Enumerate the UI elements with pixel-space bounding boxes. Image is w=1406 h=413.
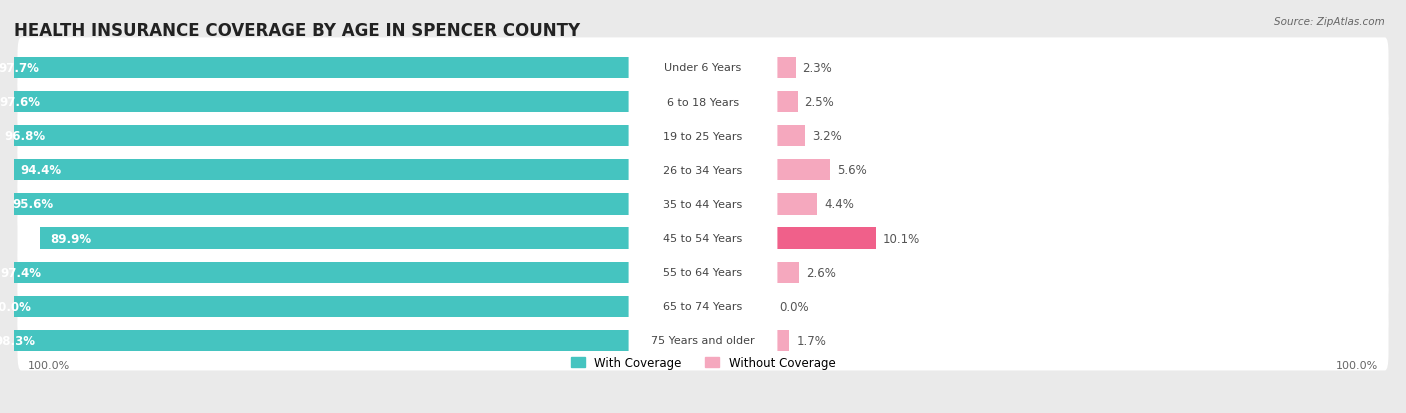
Bar	[10, 160, 634, 181]
Bar	[39, 228, 634, 249]
Text: 4.4%: 4.4%	[824, 198, 853, 211]
Text: 2.6%: 2.6%	[806, 266, 835, 279]
Text: 89.9%: 89.9%	[49, 232, 91, 245]
Text: 3.2%: 3.2%	[811, 130, 842, 143]
Bar	[772, 262, 799, 283]
FancyBboxPatch shape	[628, 235, 778, 310]
Text: 97.6%: 97.6%	[0, 96, 39, 109]
Bar	[772, 92, 797, 113]
FancyBboxPatch shape	[17, 277, 1389, 337]
FancyBboxPatch shape	[17, 107, 1389, 166]
Text: 2.5%: 2.5%	[804, 96, 834, 109]
Text: 100.0%: 100.0%	[0, 300, 32, 313]
Text: 26 to 34 Years: 26 to 34 Years	[664, 166, 742, 176]
Text: 35 to 44 Years: 35 to 44 Years	[664, 199, 742, 209]
Text: 1.7%: 1.7%	[796, 334, 827, 347]
FancyBboxPatch shape	[628, 64, 778, 140]
FancyBboxPatch shape	[628, 269, 778, 344]
FancyBboxPatch shape	[17, 38, 1389, 98]
FancyBboxPatch shape	[628, 133, 778, 208]
FancyBboxPatch shape	[628, 303, 778, 378]
FancyBboxPatch shape	[628, 99, 778, 174]
Text: 100.0%: 100.0%	[28, 360, 70, 370]
Bar	[0, 92, 634, 113]
Text: Source: ZipAtlas.com: Source: ZipAtlas.com	[1274, 17, 1385, 26]
Text: Under 6 Years: Under 6 Years	[665, 63, 741, 73]
Bar	[772, 228, 876, 249]
Text: 97.7%: 97.7%	[0, 62, 39, 75]
Bar	[772, 126, 806, 147]
Text: 6 to 18 Years: 6 to 18 Years	[666, 97, 740, 107]
Text: 94.4%: 94.4%	[20, 164, 62, 177]
Text: 45 to 54 Years: 45 to 54 Years	[664, 233, 742, 243]
FancyBboxPatch shape	[17, 311, 1389, 370]
FancyBboxPatch shape	[628, 201, 778, 276]
Text: 2.3%: 2.3%	[803, 62, 832, 75]
FancyBboxPatch shape	[17, 242, 1389, 302]
FancyBboxPatch shape	[17, 209, 1389, 268]
Bar	[0, 330, 634, 351]
Text: 5.6%: 5.6%	[837, 164, 866, 177]
Text: 55 to 64 Years: 55 to 64 Years	[664, 268, 742, 278]
Bar	[0, 296, 634, 317]
Text: 100.0%: 100.0%	[1336, 360, 1378, 370]
FancyBboxPatch shape	[628, 167, 778, 242]
Bar	[0, 126, 634, 147]
FancyBboxPatch shape	[17, 72, 1389, 132]
Text: 96.8%: 96.8%	[4, 130, 45, 143]
Bar	[772, 194, 817, 215]
Bar	[0, 262, 634, 283]
Text: HEALTH INSURANCE COVERAGE BY AGE IN SPENCER COUNTY: HEALTH INSURANCE COVERAGE BY AGE IN SPEN…	[14, 22, 581, 40]
Text: 65 to 74 Years: 65 to 74 Years	[664, 301, 742, 311]
Legend: With Coverage, Without Coverage: With Coverage, Without Coverage	[571, 356, 835, 369]
FancyBboxPatch shape	[17, 174, 1389, 235]
Text: 98.3%: 98.3%	[0, 334, 35, 347]
FancyBboxPatch shape	[17, 140, 1389, 200]
Bar	[772, 330, 789, 351]
Text: 95.6%: 95.6%	[13, 198, 53, 211]
Bar	[772, 160, 830, 181]
Text: 10.1%: 10.1%	[883, 232, 921, 245]
Bar	[1, 194, 634, 215]
FancyBboxPatch shape	[628, 31, 778, 106]
Text: 0.0%: 0.0%	[779, 300, 808, 313]
Text: 19 to 25 Years: 19 to 25 Years	[664, 131, 742, 141]
Text: 97.4%: 97.4%	[0, 266, 41, 279]
Bar	[0, 58, 634, 79]
Text: 75 Years and older: 75 Years and older	[651, 336, 755, 346]
Bar	[772, 58, 796, 79]
